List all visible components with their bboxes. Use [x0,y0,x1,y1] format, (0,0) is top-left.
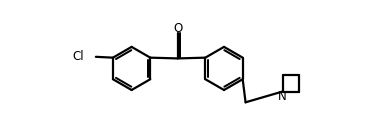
Text: Cl: Cl [72,50,84,63]
Text: N: N [278,90,287,103]
Text: O: O [173,22,182,35]
